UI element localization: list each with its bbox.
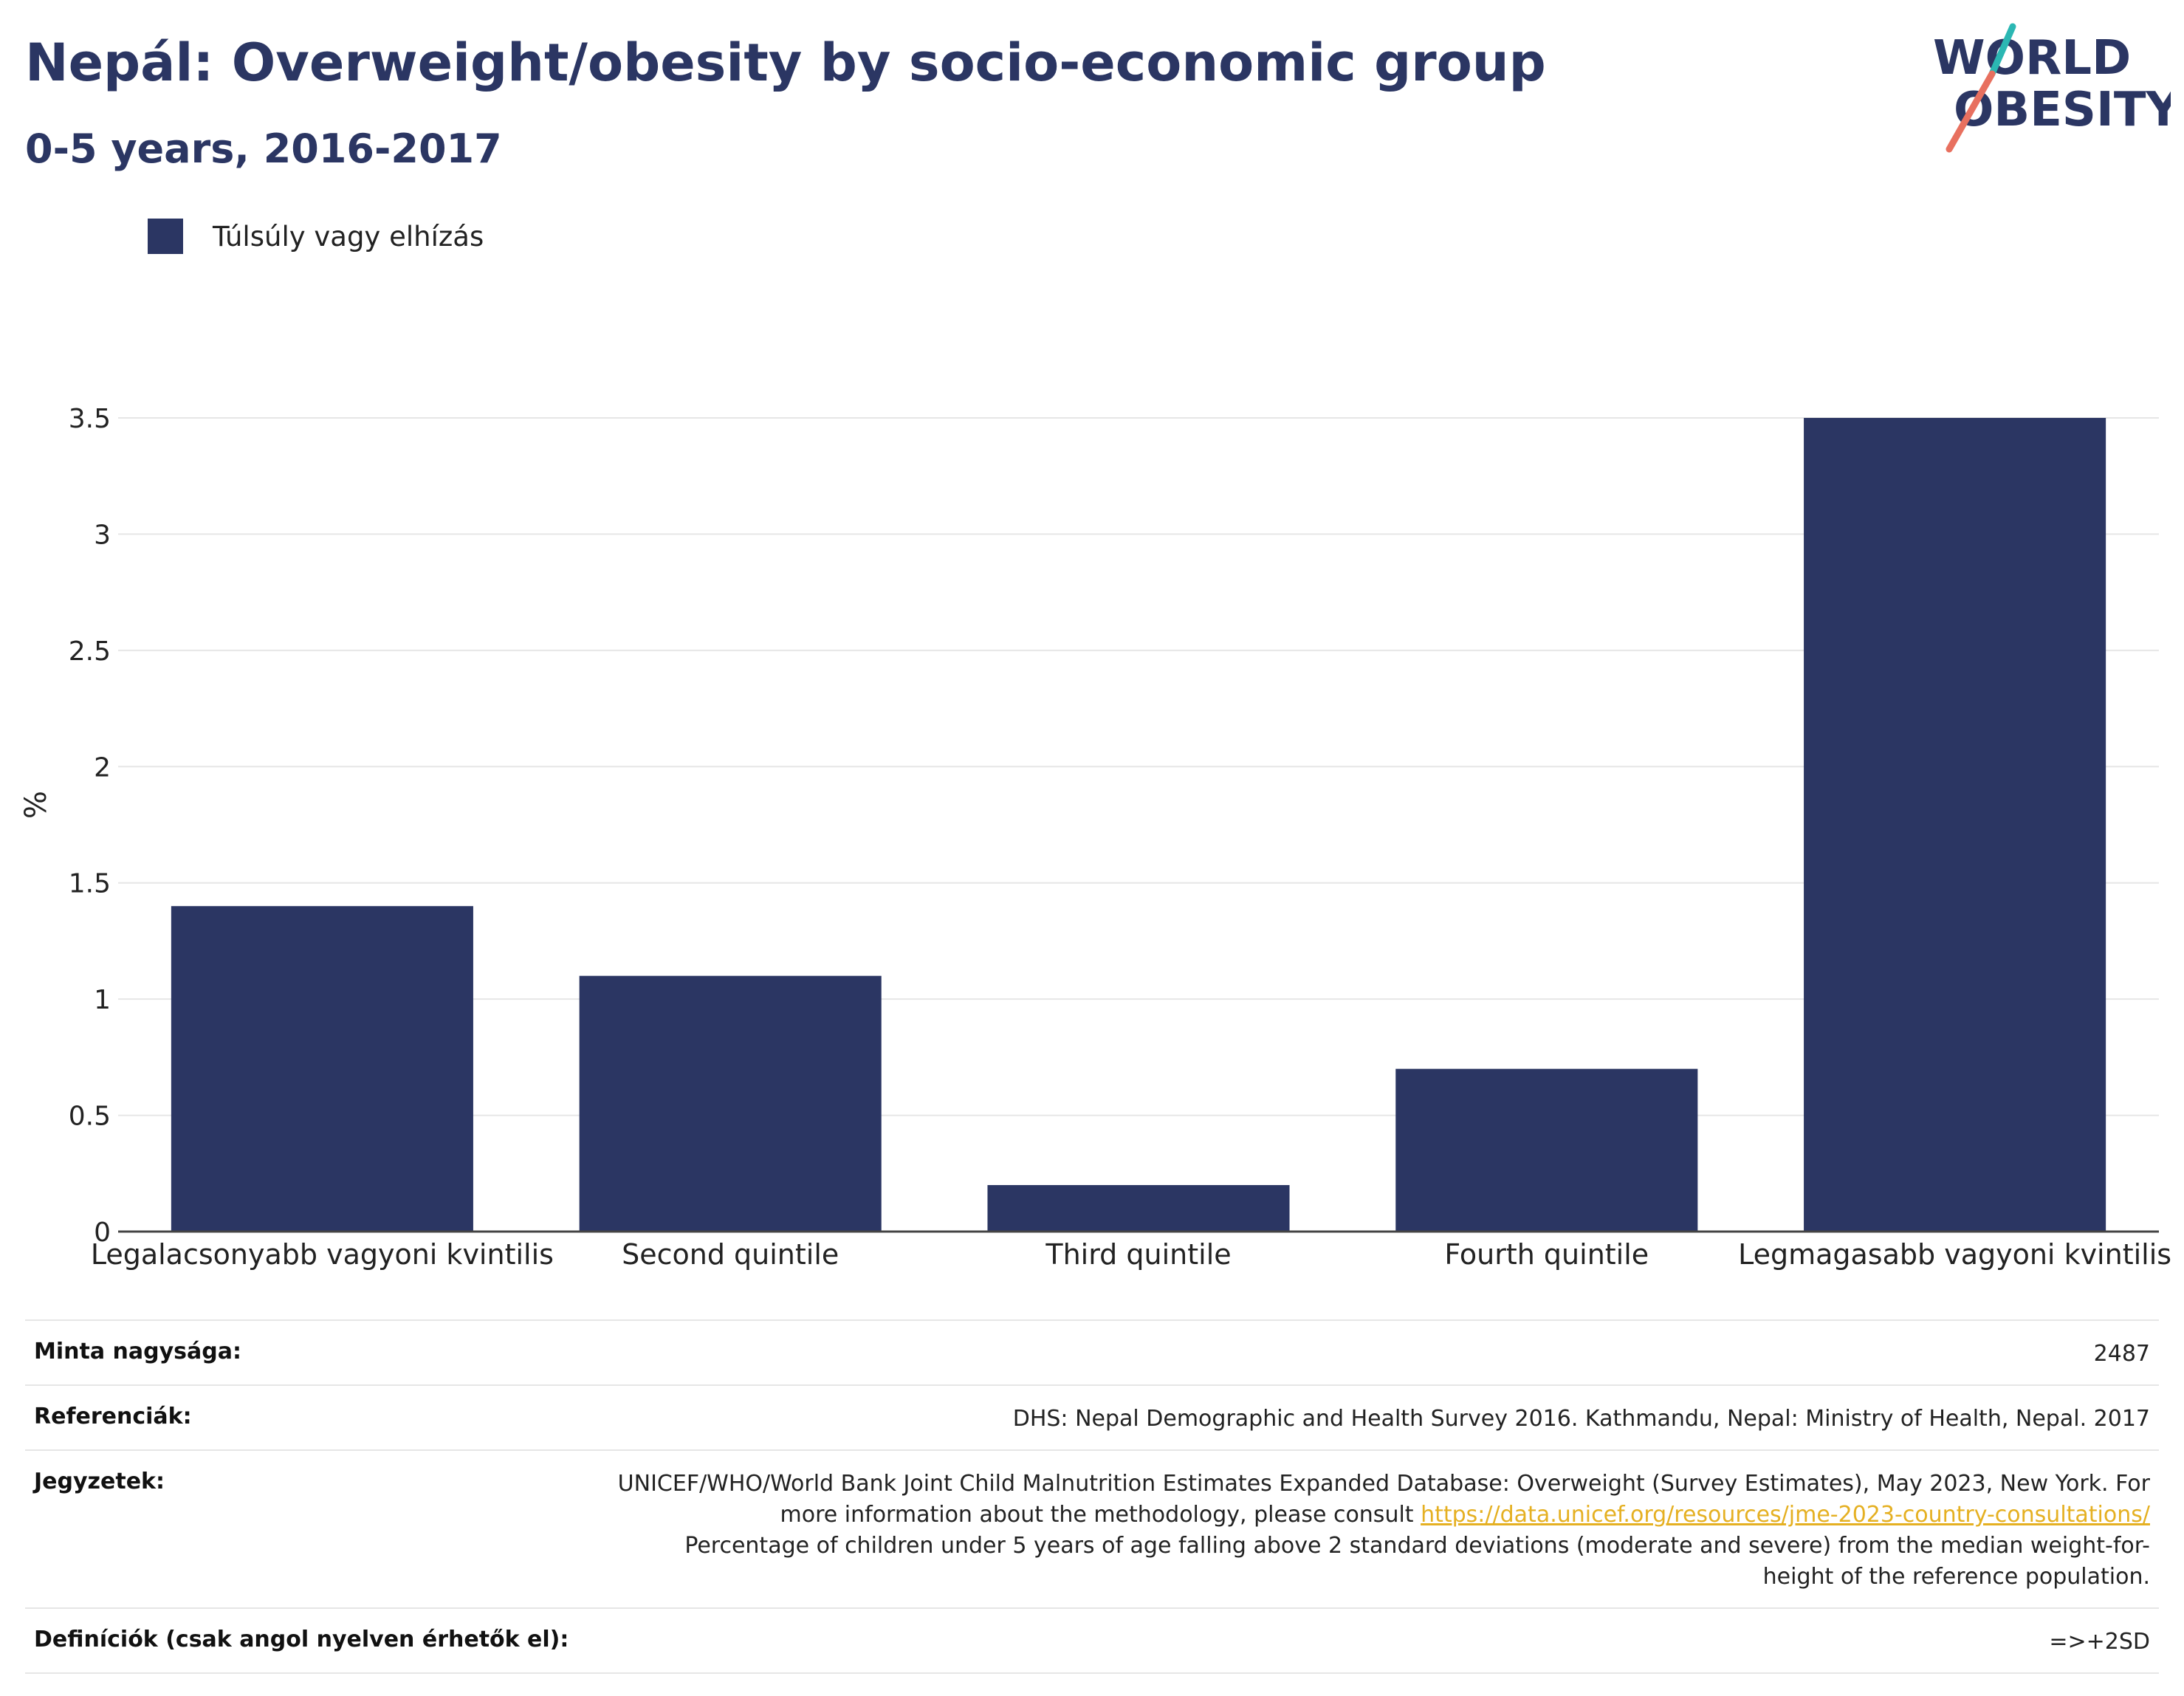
y-axis-label: % xyxy=(19,791,53,819)
notes-text-1: UNICEF/WHO/World Bank Joint Child Malnut… xyxy=(617,1471,2150,1528)
bars xyxy=(171,418,2106,1232)
notes-link[interactable]: https://data.unicef.org/resources/jme-20… xyxy=(1421,1502,2150,1528)
y-tick-label: 2 xyxy=(94,752,111,783)
legend-label: Túlsúly vagy elhízás xyxy=(213,220,484,253)
x-tick-label: Legmagasabb vagyoni kvintilis xyxy=(1738,1238,2171,1271)
definitions-row: Definíciók (csak angol nyelven érhetők e… xyxy=(25,1609,2159,1674)
sample-size-value: 2487 xyxy=(2093,1341,2150,1367)
y-tick-label: 3.5 xyxy=(69,404,111,434)
chart-subtitle: 0-5 years, 2016-2017 xyxy=(25,126,502,172)
sample-size-label: Minta nagysága: xyxy=(34,1339,241,1364)
definitions-label: Definíciók (csak angol nyelven érhetők e… xyxy=(34,1627,569,1652)
references-row: Referenciák: DHS: Nepal Demographic and … xyxy=(25,1386,2159,1451)
bar xyxy=(987,1185,1290,1232)
bar xyxy=(1395,1068,1698,1232)
notes-text-2: Percentage of children under 5 years of … xyxy=(684,1533,2150,1590)
notes-label: Jegyzetek: xyxy=(34,1469,165,1494)
metadata-table: Minta nagysága: 2487 Referenciák: DHS: N… xyxy=(25,1319,2159,1674)
x-tick-label: Third quintile xyxy=(1045,1238,1231,1271)
y-tick-label: 0 xyxy=(94,1218,111,1248)
bar xyxy=(579,975,882,1232)
x-tick-label: Second quintile xyxy=(622,1238,839,1271)
y-tick-label: 0.5 xyxy=(69,1102,111,1132)
logo-slash-coral xyxy=(1946,70,1996,153)
logo-slash-teal xyxy=(1988,23,2016,78)
x-tick-labels: Legalacsonyabb vagyoni kvintilis Second q… xyxy=(91,1238,2171,1271)
chart-title: Nepál: Overweight/obesity by socio-econo… xyxy=(25,32,1546,93)
x-tick-label: Fourth quintile xyxy=(1444,1238,1649,1271)
sample-size-row: Minta nagysága: 2487 xyxy=(25,1321,2159,1386)
legend: Túlsúly vagy elhízás xyxy=(148,219,484,254)
references-value: DHS: Nepal Demographic and Health Survey… xyxy=(1012,1406,2150,1432)
world-obesity-logo: WORLD OBESITY xyxy=(1933,23,2171,153)
bar xyxy=(1804,418,2106,1232)
y-tick-label: 1 xyxy=(94,985,111,1015)
bar xyxy=(171,906,473,1232)
y-tick-labels: 0 0.5 1 1.5 2 2.5 3 3.5 xyxy=(69,404,111,1248)
references-label: Referenciák: xyxy=(34,1404,192,1429)
logo-text-world: WORLD xyxy=(1933,31,2131,86)
y-tick-label: 2.5 xyxy=(69,636,111,667)
notes-value: UNICEF/WHO/World Bank Joint Child Malnut… xyxy=(614,1469,2150,1593)
y-tick-label: 3 xyxy=(94,520,111,550)
definitions-value: =>+2SD xyxy=(2049,1629,2150,1655)
legend-swatch xyxy=(148,219,183,254)
notes-row: Jegyzetek: UNICEF/WHO/World Bank Joint C… xyxy=(25,1451,2159,1609)
bar-chart: 0 0.5 1 1.5 2 2.5 3 3.5 Legalacsonyabb vagyoni … xyxy=(19,404,2171,1271)
x-tick-label: Legalacsonyabb vagyoni kvintilis xyxy=(91,1238,554,1271)
y-tick-label: 1.5 xyxy=(69,869,111,899)
logo-text-obesity: OBESITY xyxy=(1954,83,2171,137)
